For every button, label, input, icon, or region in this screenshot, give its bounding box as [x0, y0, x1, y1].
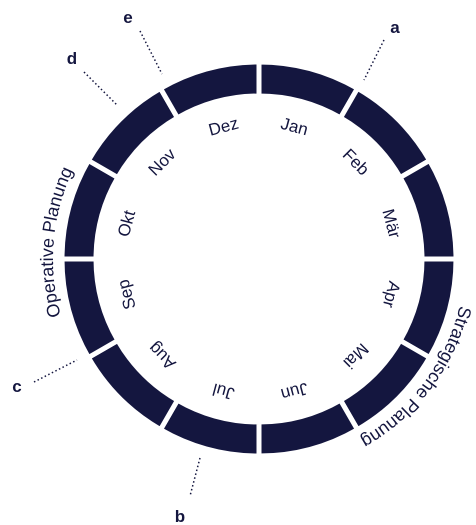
pointer-line [189, 457, 201, 497]
month-label: Nov [145, 144, 180, 179]
ring-segment [256, 396, 361, 459]
letter: c [12, 377, 21, 396]
ring [59, 59, 459, 459]
letter: a [390, 18, 400, 37]
letter: b [175, 507, 185, 525]
month-label: Jan [279, 114, 310, 139]
pointer-line [139, 30, 163, 75]
pointer-line [83, 71, 118, 106]
ring-segment [157, 59, 262, 122]
month-label: Okt [114, 208, 139, 239]
month-label: Apr [379, 279, 404, 310]
month-label: Aug [145, 338, 180, 373]
month-label: Mai [339, 339, 372, 372]
letter: e [123, 8, 132, 27]
month-label: Feb [339, 145, 373, 179]
ring-segment [59, 256, 122, 361]
month-labels: Jan Feb Mär Apr Mai Jun Jul Aug Sep Okt Nov Dez [114, 114, 405, 405]
month-label: Jun [279, 379, 310, 404]
pointer-line [33, 359, 78, 383]
month-label: Dez [206, 114, 240, 140]
month-label: Jul [211, 379, 237, 403]
month-label: Mär [378, 207, 404, 241]
ring-segment [396, 157, 459, 262]
letter: d [67, 49, 77, 68]
month-label: Sep [114, 277, 140, 311]
pointer-line [363, 39, 385, 81]
